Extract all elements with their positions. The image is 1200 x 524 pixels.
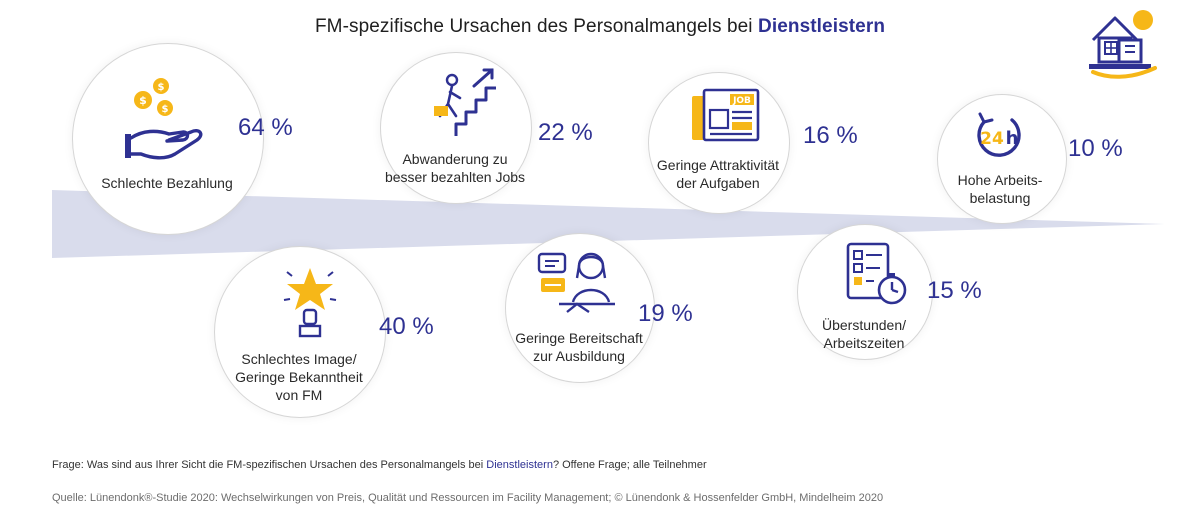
question-prefix: Frage: Was sind aus Ihrer Sicht die FM-s… [52,459,487,471]
label-abwanderung: Abwanderung zu besser bezahlten Jobs [384,151,526,185]
question-suffix: ? Offene Frage; alle Teilnehmer [552,459,707,471]
star-trophy-icon [283,268,337,338]
title-highlight: Dienstleistern [758,16,886,37]
label-image: Schlechtes Image/ Geringe Bekanntheit vo… [235,351,363,403]
label-attraktivitaet: Geringe Attraktivität der Aufgaben [656,157,780,191]
label-ausbildung: Geringe Bereitschaft zur Ausbildung [515,330,643,364]
svg-text:$: $ [139,94,147,107]
label-arbeitsbelastung: Hohe Arbeits- belastung [957,172,1043,206]
pct-ueberstunden: 15 % [927,277,982,304]
page-title: FM-spezifische Ursachen des Personalmang… [0,16,1200,38]
money-hand-icon: $ $ $ [125,78,203,160]
pct-abwanderung: 22 % [538,119,593,146]
bubble-ausbildung [505,233,655,383]
label-bezahlung: Schlechte Bezahlung [101,175,233,191]
svg-text:h: h [1006,128,1019,149]
bubble-ueberstunden [797,224,933,360]
svg-text:$: $ [158,82,165,93]
checklist-stopwatch-icon [846,242,907,305]
house-hand-sun-icon [1089,10,1157,79]
pct-attraktivitaet: 16 % [803,122,858,149]
label-ueberstunden: Überstunden/ Arbeitszeiten [821,317,907,351]
pct-arbeitsbelastung: 10 % [1068,135,1123,162]
svg-text:24: 24 [980,129,1004,149]
24h-clock-icon: 24 h [977,112,1021,157]
bubble-arbeitsbelastung [937,94,1067,224]
svg-text:JOB: JOB [732,96,751,106]
career-stairs-icon [434,68,496,136]
svg-text:$: $ [162,104,169,115]
pct-ausbildung: 19 % [638,300,693,327]
question-highlight: Dienstleistern [486,459,553,471]
job-newspaper-icon: JOB [692,88,760,142]
pct-bezahlung: 64 % [238,114,293,141]
pct-image: 40 % [379,313,434,340]
title-prefix: FM-spezifische Ursachen des Personalmang… [314,16,758,37]
question-note: Frage: Was sind aus Ihrer Sicht die FM-s… [52,459,707,471]
learning-person-icon [537,252,615,313]
source-note: Quelle: Lünendonk®-Studie 2020: Wechselw… [52,492,884,504]
